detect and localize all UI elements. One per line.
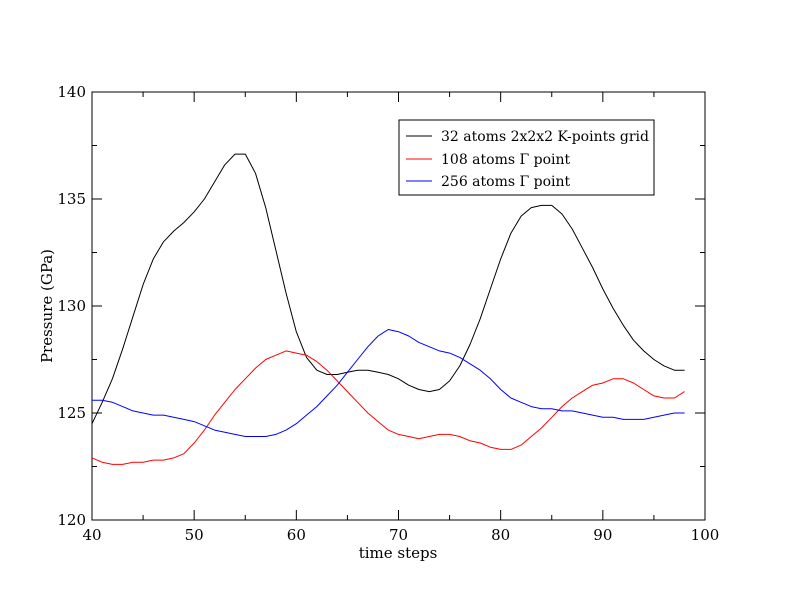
series-line-2 xyxy=(91,350,685,465)
x-tick-label: 70 xyxy=(389,526,408,544)
tick-labels: 40 50 60 70 80 90 100 120 125 130 135 140 xyxy=(57,83,719,544)
y-axis-title: Pressure (GPa) xyxy=(38,249,56,363)
x-tick-label: 90 xyxy=(593,526,612,544)
legend-label-series-2: 108 atoms Γ point xyxy=(441,152,571,168)
x-tick-label: 100 xyxy=(691,526,720,544)
y-tick-label: 140 xyxy=(57,83,86,101)
x-axis-title: time steps xyxy=(359,544,438,562)
legend-label-series-1: 32 atoms 2x2x2 K-points grid xyxy=(441,129,649,145)
y-tick-label: 135 xyxy=(57,190,86,208)
series-lines xyxy=(91,153,685,465)
y-tick-label: 120 xyxy=(57,511,86,529)
x-tick-label: 80 xyxy=(491,526,510,544)
legend: 32 atoms 2x2x2 K-points grid 108 atoms Γ… xyxy=(398,119,655,196)
x-tick-label: 40 xyxy=(82,526,101,544)
y-tick-label: 130 xyxy=(57,297,86,315)
x-tick-label: 50 xyxy=(185,526,204,544)
series-line-1 xyxy=(91,153,685,424)
series-line-3 xyxy=(92,329,685,437)
legend-box xyxy=(398,119,655,196)
legend-label-series-3: 256 atoms Γ point xyxy=(441,174,571,190)
x-tick-label: 60 xyxy=(287,526,306,544)
y-tick-label: 125 xyxy=(57,404,86,422)
